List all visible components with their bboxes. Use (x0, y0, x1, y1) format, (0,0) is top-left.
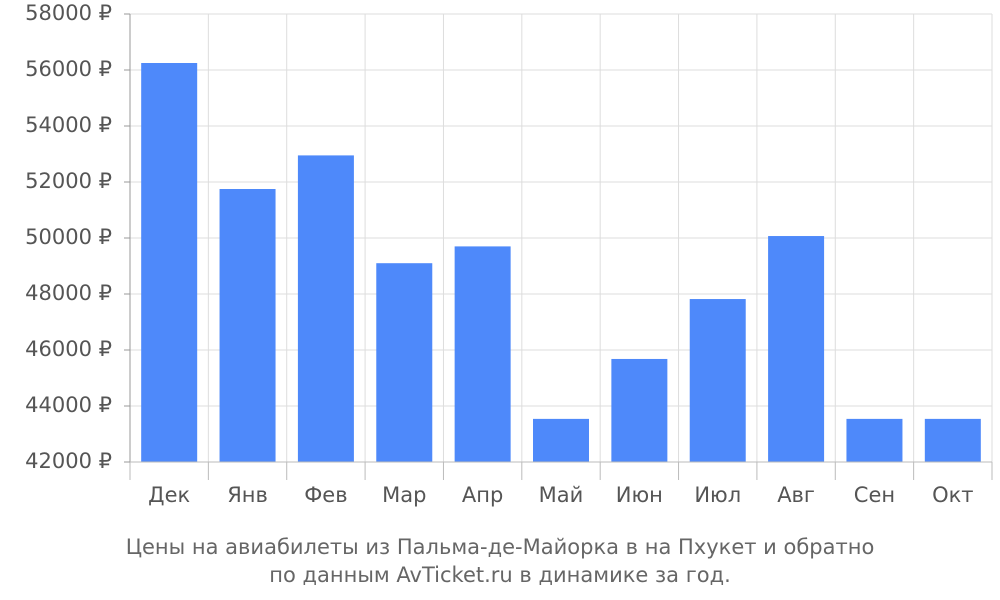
bar (924, 418, 981, 462)
x-tick-label: Авг (777, 483, 815, 507)
x-tick-label: Дек (148, 483, 190, 507)
bar (533, 418, 589, 462)
bar (768, 236, 825, 462)
y-tick-label: 42000 ₽ (25, 449, 112, 473)
x-tick-label: Окт (932, 483, 973, 507)
bar (376, 263, 433, 462)
y-tick-label: 46000 ₽ (25, 337, 112, 361)
x-tick-label: Фев (304, 483, 347, 507)
x-tick-label: Май (539, 483, 584, 507)
chart-title: по данным AvTicket.ru в динамике за год. (269, 563, 731, 587)
bar (846, 418, 903, 462)
bar (297, 155, 354, 462)
x-tick-label: Июл (694, 483, 741, 507)
bar (454, 246, 511, 462)
y-tick-label: 56000 ₽ (25, 57, 112, 81)
x-tick-label: Апр (462, 483, 503, 507)
x-tick-label: Янв (227, 483, 268, 507)
bar (689, 299, 746, 462)
y-tick-label: 50000 ₽ (25, 225, 112, 249)
bar (219, 189, 276, 462)
y-tick-label: 44000 ₽ (25, 393, 112, 417)
x-tick-label: Мар (382, 483, 426, 507)
bar (141, 63, 198, 462)
x-tick-label: Июн (616, 483, 663, 507)
y-tick-label: 54000 ₽ (25, 113, 112, 137)
y-tick-label: 52000 ₽ (25, 169, 112, 193)
x-tick-label: Сен (854, 483, 895, 507)
y-tick-label: 48000 ₽ (25, 281, 112, 305)
y-tick-label: 58000 ₽ (25, 1, 112, 25)
bar (611, 358, 668, 462)
chart-title: Цены на авиабилеты из Пальма-де-Майорка … (126, 535, 875, 559)
